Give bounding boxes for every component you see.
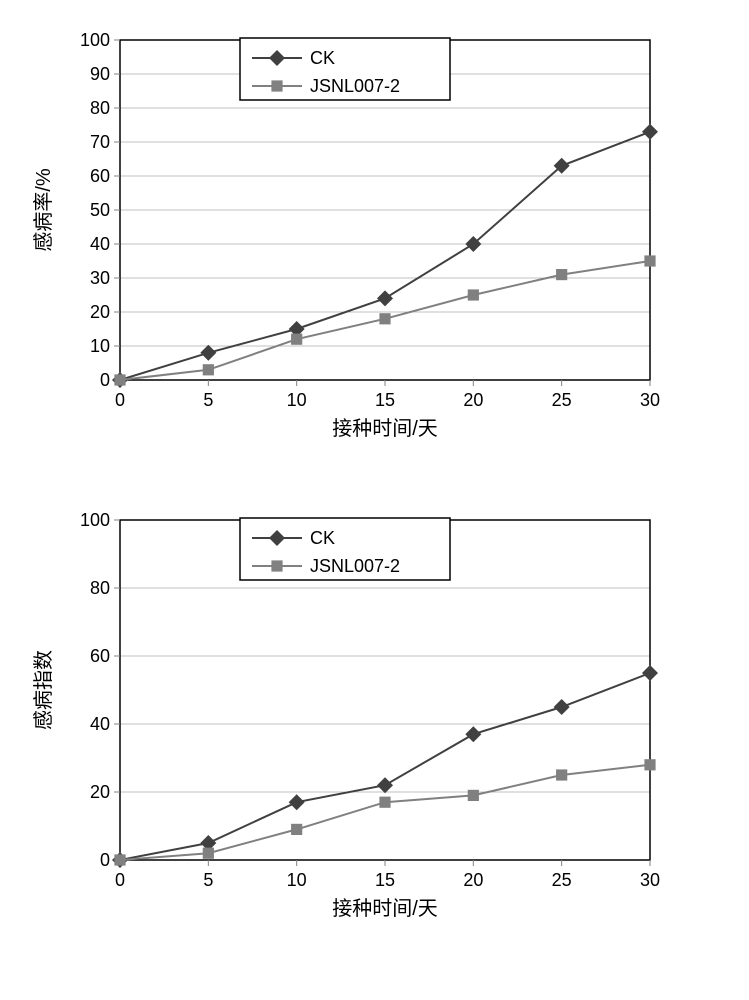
legend-label: JSNL007-2 [310, 556, 400, 576]
marker-square [271, 560, 282, 571]
legend-label: CK [310, 48, 335, 68]
marker-square [467, 289, 478, 300]
y-tick-label: 0 [99, 370, 109, 390]
marker-square [379, 797, 390, 808]
marker-diamond [553, 699, 569, 715]
x-axis-label: 接种时间/天 [332, 897, 438, 920]
y-tick-label: 60 [89, 646, 109, 666]
chart-bottom: 0 20 40 60 80 100 0 5 10 15 20 25 30 感病指数接种时间/天 CK JSNL… [25, 500, 725, 940]
marker-diamond [642, 124, 658, 140]
marker-diamond [200, 345, 216, 361]
x-tick-label: 0 [114, 390, 124, 410]
marker-diamond [465, 726, 481, 742]
x-tick-label: 20 [463, 870, 483, 890]
marker-square [556, 269, 567, 280]
y-tick-label: 80 [89, 98, 109, 118]
marker-square [644, 255, 655, 266]
marker-diamond [377, 290, 393, 306]
legend-label: JSNL007-2 [310, 76, 400, 96]
chart-top: 0 10 20 30 40 50 60 70 80 90 100 0 5 10 15 20 25 30 感病率/% 接… [25, 20, 725, 460]
marker-square [202, 848, 213, 859]
marker-square [271, 80, 282, 91]
y-tick-label: 50 [89, 200, 109, 220]
y-tick-label: 60 [89, 166, 109, 186]
x-tick-label: 10 [286, 870, 306, 890]
legend-label: CK [310, 528, 335, 548]
x-tick-label: 10 [286, 390, 306, 410]
y-tick-label: 90 [89, 64, 109, 84]
x-axis-label: 接种时间/天 [332, 417, 438, 440]
y-tick-label: 100 [79, 510, 109, 530]
marker-diamond [642, 665, 658, 681]
marker-diamond [377, 777, 393, 793]
marker-square [291, 824, 302, 835]
chart-container: 0102030405060708090100051015202530感病率/%接… [25, 20, 725, 940]
y-tick-label: 100 [79, 30, 109, 50]
marker-square [379, 313, 390, 324]
x-tick-label: 15 [374, 870, 394, 890]
marker-square [467, 790, 478, 801]
chart-top-svg: 0 10 20 30 40 50 60 70 80 90 100 0 5 10 15 20 25 30 感病率/% 接… [25, 20, 725, 460]
y-tick-label: 10 [89, 336, 109, 356]
x-tick-label: 25 [551, 390, 571, 410]
y-tick-label: 40 [89, 714, 109, 734]
x-tick-label: 30 [639, 390, 659, 410]
series-line-CK [120, 132, 650, 380]
marker-square [291, 334, 302, 345]
series-line-CK [120, 673, 650, 860]
y-tick-label: 0 [99, 850, 109, 870]
y-tick-label: 20 [89, 782, 109, 802]
x-tick-label: 15 [374, 390, 394, 410]
y-tick-label: 70 [89, 132, 109, 152]
marker-square [114, 854, 125, 865]
marker-square [202, 364, 213, 375]
marker-square [556, 769, 567, 780]
x-tick-label: 0 [114, 870, 124, 890]
y-tick-label: 40 [89, 234, 109, 254]
x-tick-label: 5 [203, 390, 213, 410]
y-axis-label: 感病指数 [32, 650, 55, 730]
x-tick-label: 30 [639, 870, 659, 890]
y-tick-label: 30 [89, 268, 109, 288]
chart-bottom-svg: 0 20 40 60 80 100 0 5 10 15 20 25 30 感病指数接种时间/天 CK JSNL… [25, 500, 725, 940]
marker-diamond [288, 794, 304, 810]
y-axis-label: 感病率/% [32, 168, 55, 252]
marker-square [114, 374, 125, 385]
x-tick-label: 5 [203, 870, 213, 890]
x-tick-label: 25 [551, 870, 571, 890]
marker-square [644, 759, 655, 770]
y-tick-label: 80 [89, 578, 109, 598]
y-tick-label: 20 [89, 302, 109, 322]
x-tick-label: 20 [463, 390, 483, 410]
